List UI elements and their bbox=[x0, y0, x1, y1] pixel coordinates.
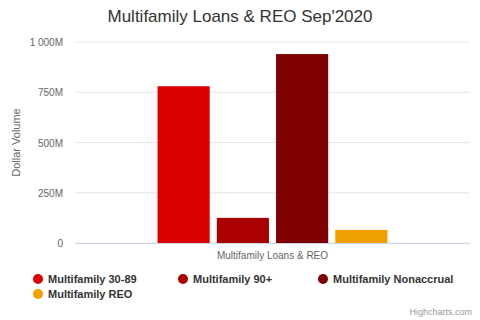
chart: Multifamily Loans & REO Sep'2020 0 250M 500… bbox=[0, 0, 480, 320]
y-tick-label: 750M bbox=[38, 87, 63, 98]
legend-label: Multifamily 90+ bbox=[193, 273, 272, 285]
credits: Highcharts.com bbox=[409, 307, 472, 317]
legend-symbol bbox=[33, 274, 43, 284]
y-tick-label: 500M bbox=[38, 138, 63, 149]
legend-label: Multifamily REO bbox=[48, 288, 133, 300]
bar bbox=[217, 218, 269, 243]
bar bbox=[335, 230, 387, 243]
legend-item: Multifamily Nonaccrual bbox=[318, 273, 453, 285]
y-axis-title: Dollar Volume bbox=[10, 108, 22, 176]
bars bbox=[158, 54, 388, 243]
bar bbox=[158, 86, 210, 243]
legend-label: Multifamily 30-89 bbox=[48, 273, 137, 285]
legend-item: Multifamily 30-89 bbox=[33, 273, 137, 285]
y-tick-label: 0 bbox=[57, 238, 63, 249]
grid-line bbox=[75, 192, 470, 193]
y-tick-label: 1 000M bbox=[30, 37, 63, 48]
legend-label: Multifamily Nonaccrual bbox=[333, 273, 453, 285]
legend-symbol bbox=[33, 289, 43, 299]
grid-line bbox=[75, 142, 470, 143]
legend-symbol bbox=[178, 274, 188, 284]
background bbox=[0, 0, 480, 320]
grid-line bbox=[75, 42, 470, 43]
bar bbox=[276, 54, 328, 243]
y-tick-label: 250M bbox=[38, 188, 63, 199]
grid-line bbox=[75, 243, 470, 244]
legend-symbol bbox=[318, 274, 328, 284]
title: Multifamily Loans & REO Sep'2020 bbox=[108, 7, 373, 26]
x-tick-label: Multifamily Loans & REO bbox=[217, 250, 328, 261]
grid-line bbox=[75, 92, 470, 93]
x-axis-line bbox=[75, 243, 470, 244]
legend-item: Multifamily REO bbox=[33, 288, 133, 300]
legend-item: Multifamily 90+ bbox=[178, 273, 272, 285]
